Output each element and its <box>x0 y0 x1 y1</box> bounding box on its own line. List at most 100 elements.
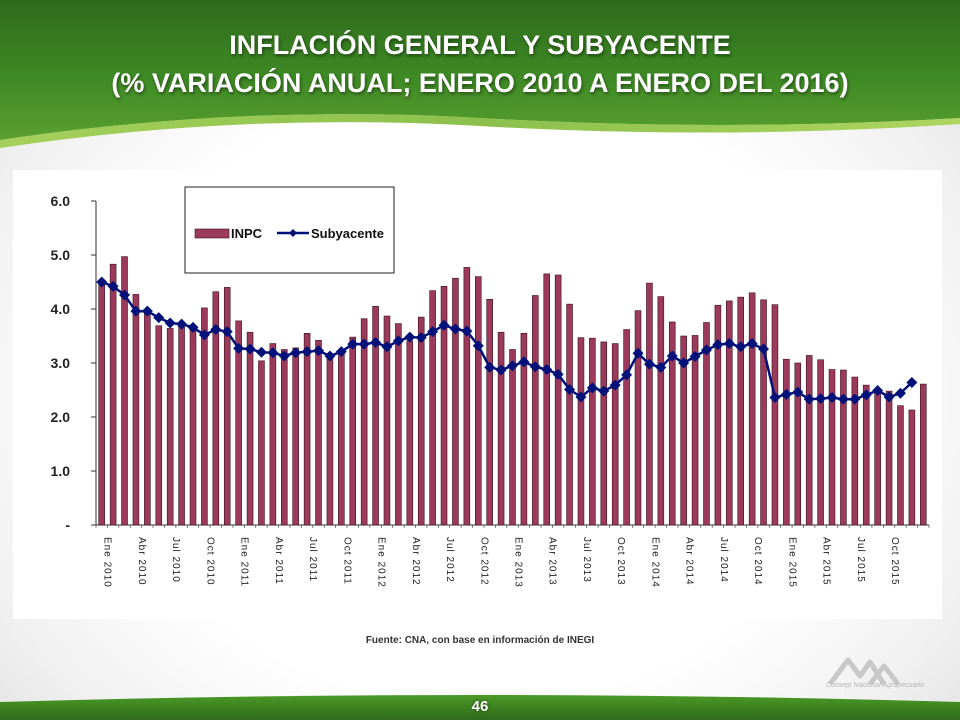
marker-subyacente <box>347 338 359 350</box>
bar-inpc <box>634 310 642 526</box>
legend-label-subyacente: Subyacente <box>311 226 384 241</box>
title-line-1: INFLACIÓN GENERAL Y SUBYACENTE <box>229 30 731 60</box>
marker-subyacente <box>700 344 712 356</box>
marker-subyacente <box>461 325 473 337</box>
marker-subyacente <box>267 347 279 359</box>
bar-inpc <box>566 303 573 526</box>
bar-inpc <box>543 273 550 526</box>
marker-subyacente <box>666 350 678 362</box>
bar-inpc <box>281 349 288 526</box>
marker-subyacente <box>484 361 496 373</box>
legend-swatch-inpc <box>194 228 230 239</box>
bar-inpc <box>360 318 368 526</box>
marker-subyacente <box>130 305 142 317</box>
marker-subyacente <box>495 364 507 376</box>
bar-inpc <box>714 304 722 526</box>
bar-inpc <box>840 369 847 526</box>
marker-subyacente <box>449 323 461 335</box>
bar-inpc <box>589 337 596 526</box>
marker-subyacente <box>689 351 701 363</box>
bar-inpc <box>303 333 311 526</box>
x-tick-label: Abr 2013 <box>547 537 558 586</box>
bar-inpc <box>703 322 710 526</box>
bar-inpc <box>646 282 653 526</box>
bar-inpc <box>212 291 220 526</box>
bar-inpc <box>338 351 345 526</box>
x-tick-label: Ene 2010 <box>102 537 113 588</box>
x-tick-label: Oct 2013 <box>615 537 626 586</box>
bar-inpc <box>326 355 334 526</box>
slide-title: INFLACIÓN GENERAL Y SUBYACENTE (% VARIAC… <box>0 26 960 102</box>
marker-subyacente <box>141 305 153 317</box>
marker-subyacente <box>746 338 758 350</box>
marker-subyacente <box>735 341 747 353</box>
page-number: 46 <box>471 698 489 715</box>
marker-subyacente <box>815 393 827 405</box>
x-tick-label: Jul 2011 <box>307 537 318 582</box>
x-tick-label: Ene 2014 <box>649 537 660 588</box>
x-tick-label: Jul 2013 <box>581 537 592 583</box>
marker-subyacente <box>655 361 667 373</box>
marker-subyacente <box>96 276 108 288</box>
x-tick-label: Ene 2013 <box>513 537 524 588</box>
x-tick-label: Ene 2011 <box>239 537 250 587</box>
marker-subyacente <box>632 347 644 359</box>
y-tick-label: 5.0 <box>51 247 71 263</box>
bar-inpc <box>748 292 756 526</box>
x-tick-label: Oct 2014 <box>752 537 763 586</box>
marker-subyacente <box>575 391 587 403</box>
bar-inpc <box>726 300 733 526</box>
marker-subyacente <box>723 338 735 350</box>
marker-subyacente <box>153 312 165 324</box>
line-subyacente <box>101 280 913 401</box>
bar-inpc <box>737 296 744 526</box>
bar-inpc <box>897 405 904 526</box>
bar-inpc <box>201 307 208 526</box>
x-tick-label: Oct 2012 <box>478 537 489 586</box>
bar-inpc <box>828 369 836 526</box>
bar-inpc <box>497 331 505 526</box>
footer-band <box>0 695 960 720</box>
y-tick-label: - <box>65 517 70 533</box>
header-banner <box>0 0 960 148</box>
x-tick-label: Oct 2015 <box>889 537 900 586</box>
source-note: Fuente: CNA, con base en información de … <box>365 635 595 646</box>
bar-inpc <box>223 287 231 526</box>
marker-subyacente <box>837 393 849 405</box>
marker-subyacente <box>392 335 404 347</box>
x-tick-label: Jul 2010 <box>170 537 181 583</box>
marker-subyacente <box>564 383 576 395</box>
marker-subyacente <box>609 379 621 391</box>
bar-inpc <box>98 283 105 526</box>
bar-inpc <box>246 331 254 526</box>
marker-subyacente <box>643 358 655 370</box>
bar-inpc <box>520 333 528 526</box>
bar-inpc <box>760 299 767 526</box>
x-tick-label: Oct 2010 <box>204 537 215 586</box>
chart-panel: - 1.0 2.0 3.0 4.0 5.0 6.0 Ene 2010 Abr 2010 Jul 2… <box>13 170 942 619</box>
x-tick-label: Jul 2012 <box>444 537 455 583</box>
marker-subyacente <box>381 341 393 353</box>
bar-inpc <box>611 343 619 526</box>
bar-inpc <box>805 355 813 526</box>
bar-inpc <box>258 360 265 526</box>
marker-subyacente <box>507 360 518 372</box>
bar-inpc <box>623 329 630 526</box>
bar-inpc <box>817 359 824 526</box>
marker-subyacente <box>621 369 633 381</box>
marker-subyacente <box>176 318 188 330</box>
bar-inpc <box>668 321 676 526</box>
bar-inpc <box>771 304 779 526</box>
marker-subyacente <box>244 343 256 355</box>
marker-subyacente <box>438 319 450 331</box>
bar-inpc <box>178 325 185 526</box>
bar-inpc <box>532 295 539 526</box>
marker-subyacente <box>415 332 427 344</box>
marker-subyacente <box>758 343 770 355</box>
bar-inpc <box>166 328 174 526</box>
marker-subyacente <box>849 393 861 405</box>
bar-inpc <box>680 335 687 526</box>
bar-inpc <box>144 313 151 526</box>
bar-inpc <box>417 316 425 526</box>
bar-inpc <box>920 383 927 526</box>
